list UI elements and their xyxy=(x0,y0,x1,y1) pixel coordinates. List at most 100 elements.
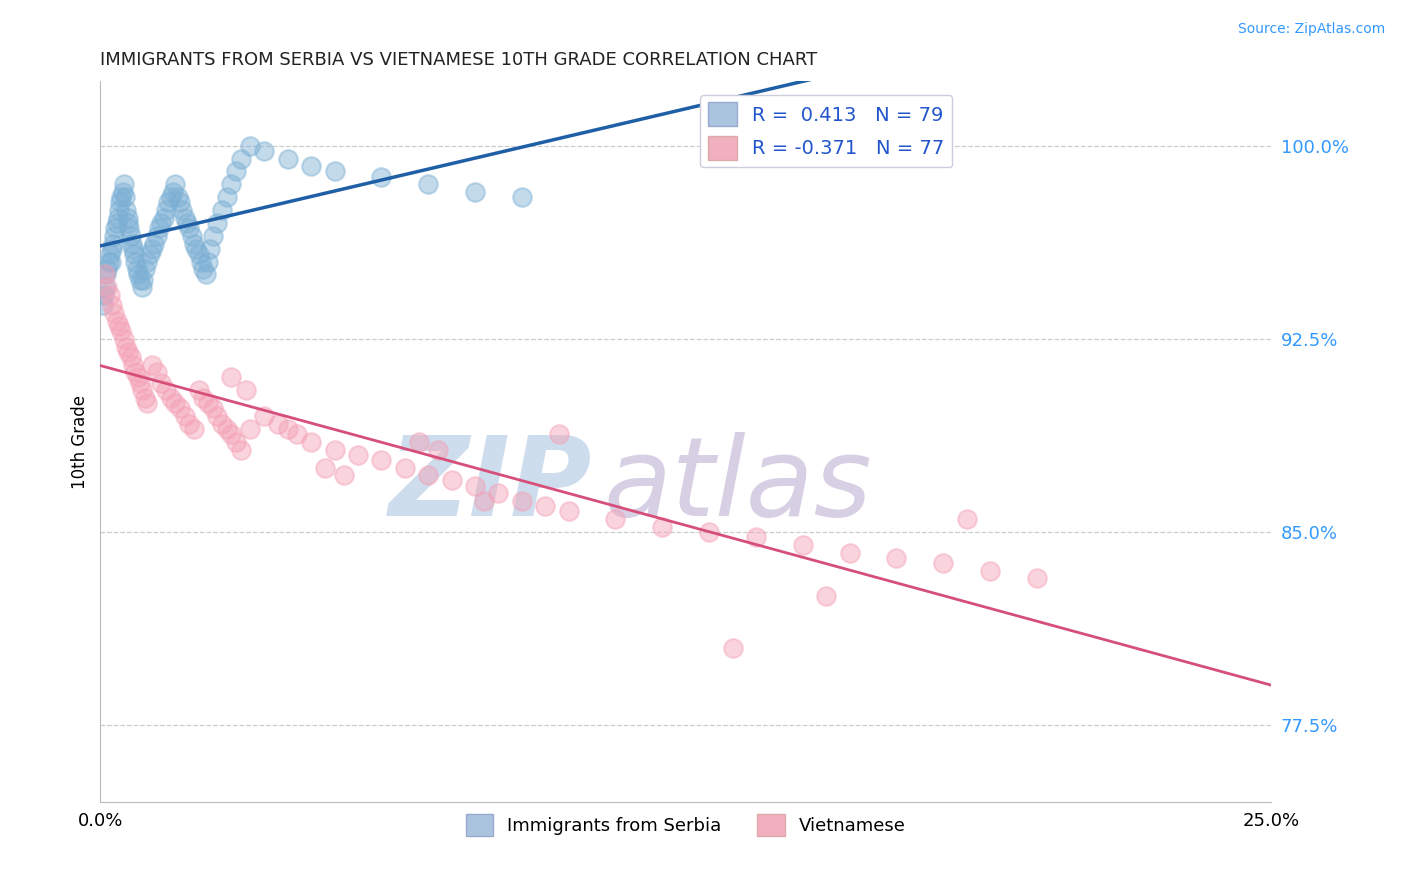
Point xyxy=(176,216,198,230)
Point xyxy=(136,396,159,410)
Point xyxy=(110,190,132,204)
Point xyxy=(548,427,571,442)
Point xyxy=(157,195,180,210)
Point xyxy=(197,396,219,410)
Text: atlas: atlas xyxy=(603,432,872,539)
Point xyxy=(124,365,146,379)
Point xyxy=(112,178,135,192)
Point xyxy=(100,254,122,268)
Point xyxy=(207,409,229,423)
Point xyxy=(150,376,173,390)
Point xyxy=(979,564,1001,578)
Point xyxy=(323,164,346,178)
Point xyxy=(183,236,205,251)
Point xyxy=(166,190,188,204)
Point xyxy=(464,185,486,199)
Point xyxy=(165,178,187,192)
Point xyxy=(110,324,132,338)
Y-axis label: 10th Grade: 10th Grade xyxy=(72,395,89,489)
Point xyxy=(221,178,243,192)
Point xyxy=(103,228,125,243)
Point xyxy=(138,247,160,261)
Point xyxy=(96,262,118,277)
Point xyxy=(418,468,440,483)
Point xyxy=(129,376,152,390)
Point xyxy=(215,190,238,204)
Point xyxy=(152,211,174,225)
Point xyxy=(285,427,308,442)
Point xyxy=(886,550,908,565)
Point xyxy=(173,211,195,225)
Text: Source: ZipAtlas.com: Source: ZipAtlas.com xyxy=(1237,22,1385,37)
Point xyxy=(201,228,224,243)
Point xyxy=(211,417,233,431)
Point xyxy=(108,203,131,218)
Point xyxy=(120,228,142,243)
Point xyxy=(792,538,814,552)
Point xyxy=(134,262,156,277)
Point xyxy=(180,228,202,243)
Point xyxy=(122,358,145,372)
Point xyxy=(159,391,181,405)
Point xyxy=(347,448,370,462)
Point xyxy=(179,221,201,235)
Point xyxy=(510,190,533,204)
Text: IMMIGRANTS FROM SERBIA VS VIETNAMESE 10TH GRADE CORRELATION CHART: IMMIGRANTS FROM SERBIA VS VIETNAMESE 10T… xyxy=(100,51,818,69)
Point xyxy=(103,306,125,320)
Point xyxy=(117,211,139,225)
Point xyxy=(127,268,149,282)
Point xyxy=(145,365,167,379)
Point xyxy=(190,254,212,268)
Point xyxy=(115,203,138,218)
Point xyxy=(838,545,860,559)
Point xyxy=(721,640,744,655)
Point xyxy=(464,478,486,492)
Point xyxy=(125,262,148,277)
Point xyxy=(193,391,215,405)
Point xyxy=(426,442,449,457)
Point xyxy=(103,236,125,251)
Point xyxy=(187,247,209,261)
Point xyxy=(131,384,153,398)
Point xyxy=(225,164,247,178)
Point xyxy=(118,221,141,235)
Point xyxy=(253,144,276,158)
Point xyxy=(101,242,124,256)
Point xyxy=(129,272,152,286)
Point xyxy=(394,460,416,475)
Point xyxy=(136,254,159,268)
Point xyxy=(94,268,117,282)
Point xyxy=(211,203,233,218)
Point xyxy=(299,434,322,449)
Point xyxy=(277,422,299,436)
Point xyxy=(229,442,252,457)
Point xyxy=(122,242,145,256)
Point xyxy=(155,384,177,398)
Point xyxy=(169,401,191,416)
Point xyxy=(173,409,195,423)
Point xyxy=(122,247,145,261)
Point xyxy=(162,185,184,199)
Point xyxy=(186,242,208,256)
Text: ZIP: ZIP xyxy=(388,432,592,539)
Point xyxy=(472,494,495,508)
Point xyxy=(267,417,290,431)
Point xyxy=(134,391,156,405)
Point xyxy=(93,288,115,302)
Point xyxy=(104,221,127,235)
Point xyxy=(651,520,673,534)
Point xyxy=(956,512,979,526)
Point xyxy=(418,178,440,192)
Point xyxy=(165,396,187,410)
Point xyxy=(1026,571,1049,585)
Point xyxy=(486,486,509,500)
Point xyxy=(697,524,720,539)
Point xyxy=(197,254,219,268)
Point xyxy=(225,434,247,449)
Point xyxy=(194,268,217,282)
Point xyxy=(235,384,257,398)
Point xyxy=(605,512,627,526)
Point xyxy=(183,422,205,436)
Point xyxy=(277,152,299,166)
Point xyxy=(145,228,167,243)
